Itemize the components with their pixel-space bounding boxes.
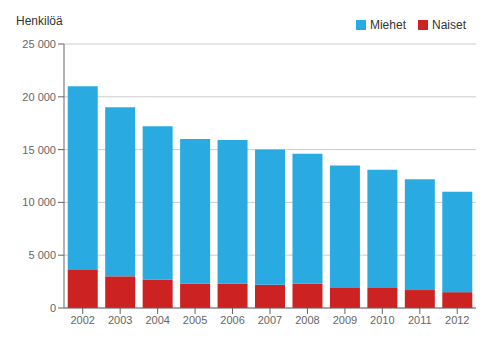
svg-text:15 000: 15 000 [22,144,56,156]
svg-text:2011: 2011 [408,314,432,326]
svg-text:2012: 2012 [445,314,469,326]
svg-text:2007: 2007 [258,314,282,326]
svg-text:2006: 2006 [220,314,244,326]
svg-text:2003: 2003 [108,314,132,326]
svg-text:25 000: 25 000 [22,38,56,50]
html-text:Naiset: Naiset [432,18,466,32]
svg-text:2005: 2005 [183,314,207,326]
html-text:Henkilöä: Henkilöä [16,14,63,28]
svg-text:2008: 2008 [295,314,319,326]
svg-text:2004: 2004 [145,314,169,326]
svg-text:0: 0 [50,302,56,314]
svg-text:10 000: 10 000 [22,196,56,208]
svg-text:5 000: 5 000 [28,249,56,261]
html-text:Miehet: Miehet [370,18,406,32]
svg-text:2002: 2002 [70,314,94,326]
svg-text:2009: 2009 [333,314,357,326]
svg-text:2010: 2010 [370,314,394,326]
svg-text:20 000: 20 000 [22,91,56,103]
